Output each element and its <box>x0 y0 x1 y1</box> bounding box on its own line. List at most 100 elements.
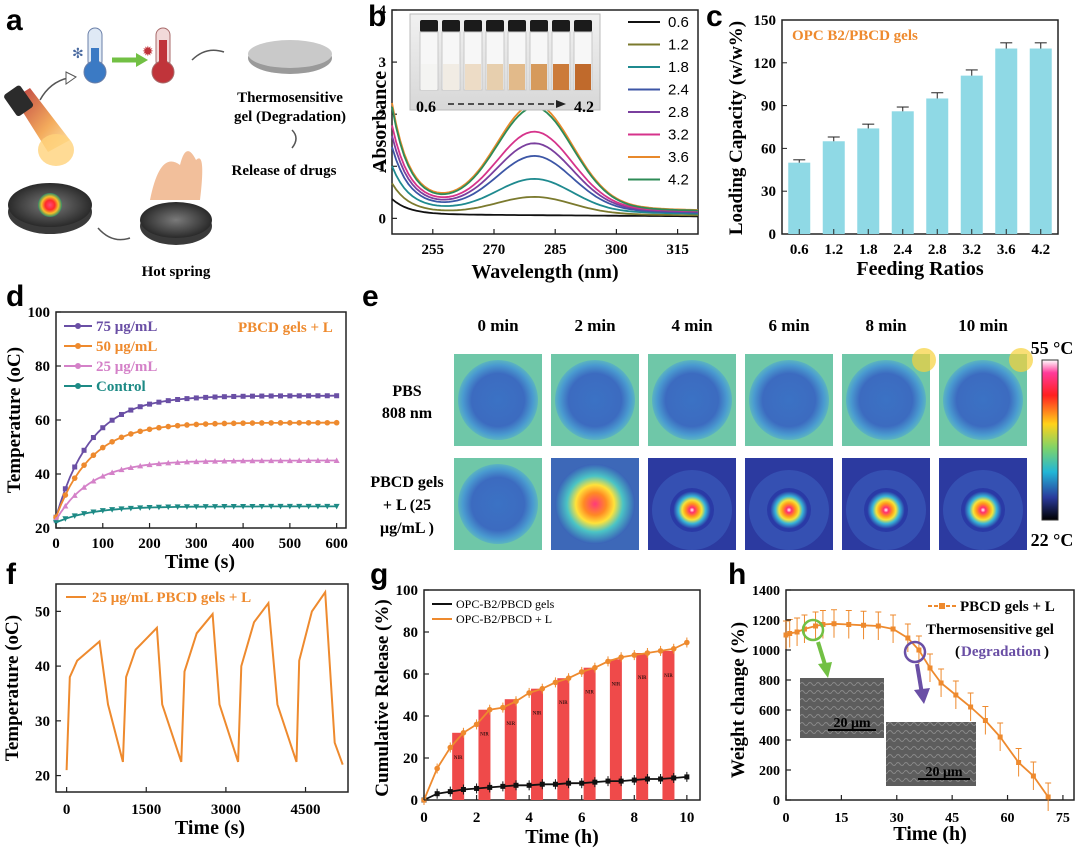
chart-d-series <box>53 393 340 526</box>
y-tick-label: 0 <box>379 211 387 227</box>
svg-text:✹: ✹ <box>142 43 154 59</box>
nir-label-1: NIR <box>480 733 489 738</box>
marker <box>268 457 275 464</box>
marker <box>324 457 331 464</box>
y-tick-label: 3 <box>379 55 387 71</box>
y-tick-label: 50 <box>35 604 50 620</box>
marker <box>127 505 134 512</box>
x-tick-label-3.2: 3.2 <box>962 242 981 258</box>
y-tick-label: 20 <box>35 769 50 785</box>
marker <box>62 492 69 498</box>
marker <box>90 477 97 484</box>
panel-h: h 0 15 30 45 60 75 0 200 400 600 800 1000 1200 1400 P… <box>728 558 1075 845</box>
marker <box>90 509 97 515</box>
thermal-pbs-dish-0 <box>458 360 538 440</box>
marker <box>249 420 256 426</box>
chart-d-xlabel: Time (s) <box>165 551 235 573</box>
degradation-arrow-icon <box>915 663 924 695</box>
chart-g-nir-bars: NIR NIR NIR NIR NIR NIR NIR NIR NIR <box>452 650 675 800</box>
chart-h-legend: PBCD gels + L <box>960 599 1055 615</box>
y-tick-label: 60 <box>403 667 418 683</box>
x-tick-label: 0 <box>63 802 71 818</box>
marker <box>165 459 172 466</box>
nir-bar-7 <box>636 653 649 800</box>
marker <box>324 503 331 510</box>
vials-inset-photo: 0.6 4.2 <box>409 13 601 116</box>
vial-liquid <box>553 64 569 90</box>
nir-label-7: NIR <box>638 676 647 681</box>
thermal-gel-spot-2 <box>670 488 714 532</box>
marker <box>109 417 115 423</box>
legend-marker-3 <box>75 383 81 389</box>
row-label-pbs: PBS <box>392 383 421 400</box>
chart-f-frame <box>55 583 349 793</box>
marker <box>240 420 246 426</box>
x-tick-label: 255 <box>422 242 445 258</box>
x-tick-label-2.8: 2.8 <box>928 242 947 258</box>
nir-bar-0 <box>452 732 465 800</box>
spectrum-line-1.2 <box>391 182 698 217</box>
nir-label-2: NIR <box>506 722 515 727</box>
marker <box>146 505 153 511</box>
marker <box>174 459 181 465</box>
nir-bar-5 <box>583 667 596 800</box>
thermal-time-labels: 0 min 2 min 4 min 6 min 8 min 10 min <box>477 316 1008 335</box>
gel-disc <box>248 40 332 74</box>
chart-h-ylabel: Weight change (%) <box>728 622 749 778</box>
marker <box>315 393 321 399</box>
marker <box>127 464 134 471</box>
chart-g-ylabel: Cumulative Release (%) <box>372 599 393 796</box>
x-tick-label: 0 <box>52 536 60 552</box>
marker <box>230 420 237 427</box>
y-tick-label: 60 <box>761 141 776 157</box>
marker <box>268 420 274 426</box>
marker <box>333 457 340 464</box>
legend-label-1: 50 μg/mL <box>96 339 157 355</box>
x-tick-label: 285 <box>544 242 567 258</box>
x-tick-label: 0 <box>420 810 428 826</box>
marker <box>287 420 293 426</box>
chart-h-frame <box>785 589 1075 801</box>
marker <box>62 516 69 522</box>
marker <box>221 457 228 464</box>
vial-liquid <box>531 64 547 90</box>
thermal-pbs-dish-3 <box>749 360 829 440</box>
y-tick-label: 1 <box>379 159 387 175</box>
legend-marker-1 <box>75 343 81 349</box>
vial-liquid <box>421 64 437 90</box>
marker <box>296 419 303 426</box>
weight-curve <box>785 622 1049 798</box>
vial-liquid <box>575 64 591 90</box>
marker <box>183 504 190 510</box>
marker <box>296 393 302 399</box>
y-tick-label: 400 <box>759 734 780 749</box>
x-tick-label: 600 <box>325 536 348 552</box>
x-tick-label: 100 <box>92 536 115 552</box>
y-tick-label: 1000 <box>752 644 780 659</box>
svg-text:✻: ✻ <box>72 45 84 61</box>
marker <box>240 457 247 464</box>
nir-bar-4 <box>557 678 570 800</box>
nir-label-8: NIR <box>664 674 673 679</box>
marker <box>258 503 265 510</box>
y-tick-label: 30 <box>35 714 50 730</box>
x-tick-label: 75 <box>1056 811 1070 826</box>
bar-0.6 <box>788 162 811 234</box>
y-tick-label: 1200 <box>752 614 780 629</box>
chart-h-annotation-close: ) <box>1044 644 1049 660</box>
flow-arrow-icon <box>39 77 69 101</box>
marker <box>174 504 181 510</box>
x-tick-label: 6 <box>578 810 586 826</box>
marker <box>240 393 246 399</box>
colorbar-max-label: 55 °C <box>1031 338 1074 358</box>
marker <box>99 444 106 451</box>
marker <box>71 492 78 498</box>
chart-b-frame <box>391 9 699 235</box>
panel-a: a ✻ ✹ Thermos <box>4 4 346 280</box>
marker <box>146 426 153 433</box>
marker <box>183 458 190 465</box>
y-tick-label: 40 <box>403 709 418 725</box>
